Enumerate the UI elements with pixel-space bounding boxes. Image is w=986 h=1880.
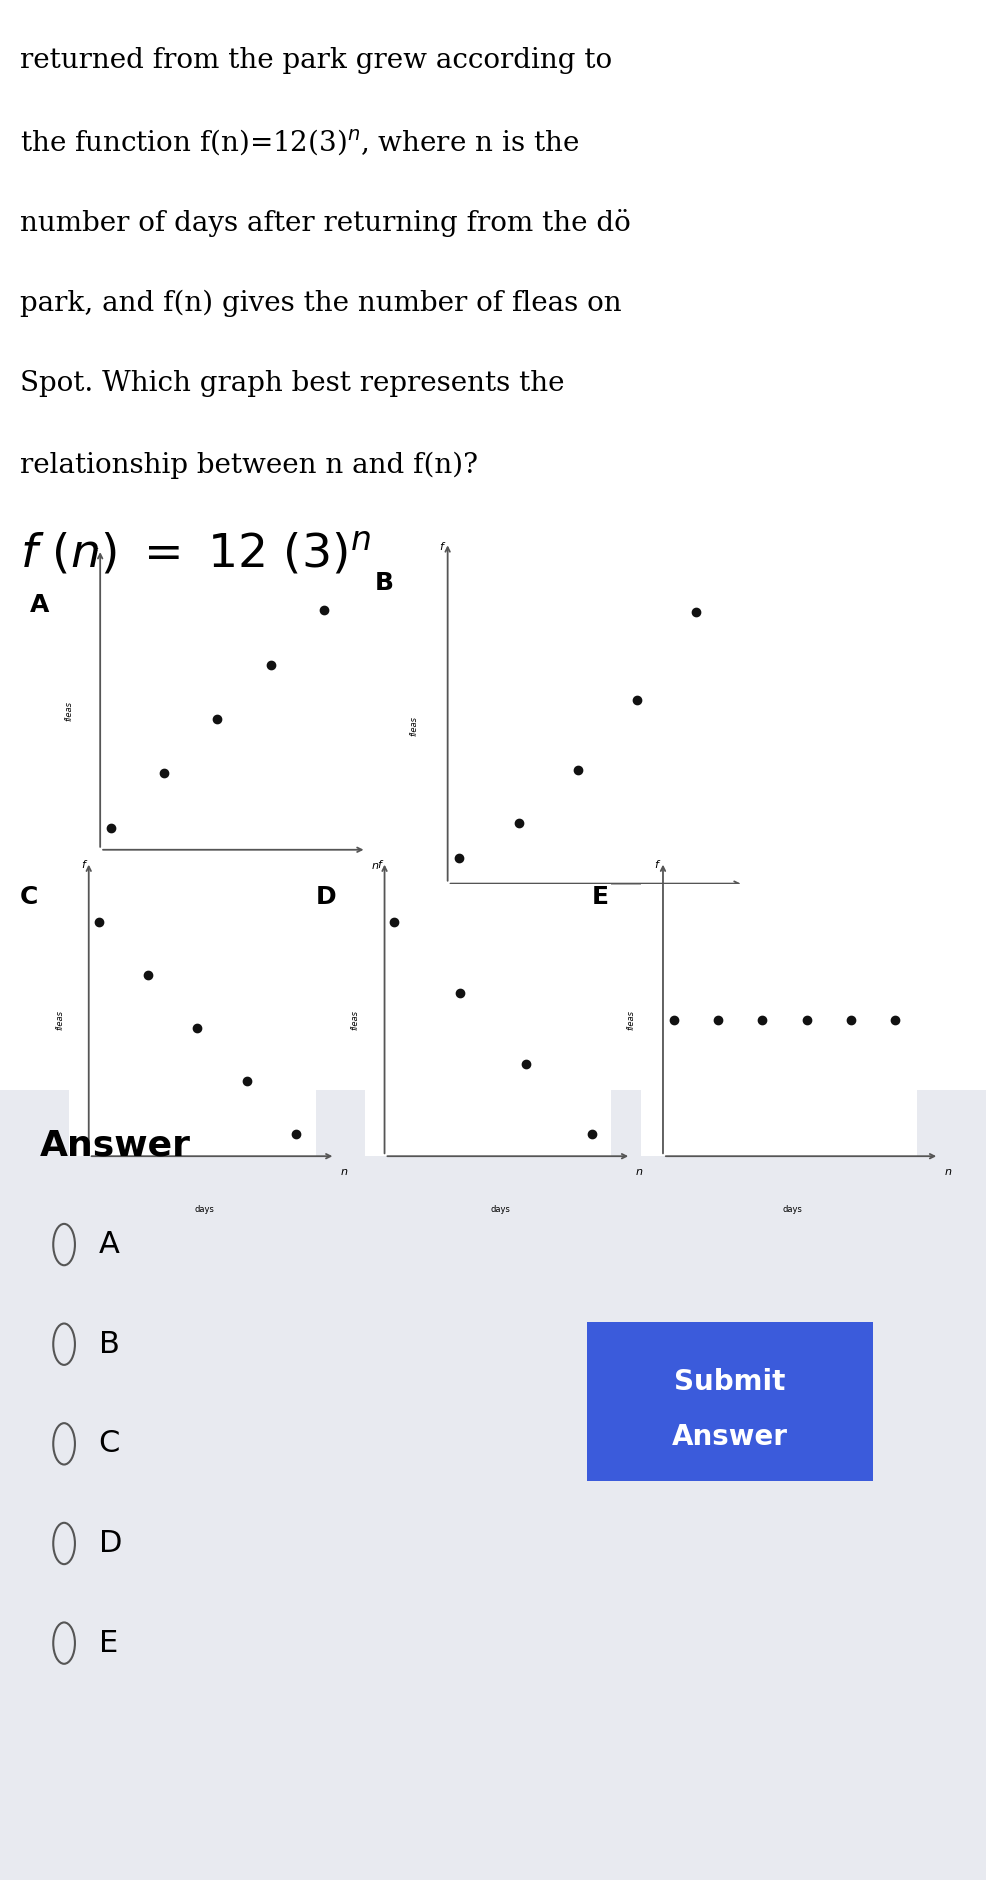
Text: returned from the park grew according to: returned from the park grew according to (20, 47, 612, 73)
Text: days: days (215, 901, 236, 908)
Text: E: E (99, 1628, 118, 1658)
Text: Spot. Which graph best represents the: Spot. Which graph best represents the (20, 370, 564, 397)
Text: A: A (30, 594, 49, 617)
Text: n: n (636, 1167, 643, 1177)
Text: days: days (490, 1205, 511, 1214)
Text: days: days (194, 1205, 215, 1214)
Text: D: D (316, 885, 336, 908)
Text: B: B (375, 572, 393, 594)
Text: days: days (783, 1205, 803, 1214)
Text: number of days after returning from the dö: number of days after returning from the … (20, 209, 630, 237)
Text: E: E (592, 885, 608, 908)
Text: n: n (749, 897, 756, 906)
Text: the function f(n)=12(3)$^n$, where n is the: the function f(n)=12(3)$^n$, where n is … (20, 128, 579, 158)
Text: f: f (93, 547, 96, 558)
Text: f: f (377, 859, 381, 870)
Text: fleas: fleas (55, 1010, 64, 1030)
Text: n: n (340, 1167, 347, 1177)
Text: fleas: fleas (626, 1010, 635, 1030)
Text: C: C (20, 885, 38, 908)
Text: fleas: fleas (64, 701, 74, 720)
Text: $f\ (n)\ =\ 12\ (3)^{n}$: $f\ (n)\ =\ 12\ (3)^{n}$ (20, 530, 371, 577)
Text: Answer: Answer (39, 1128, 190, 1162)
Text: D: D (99, 1528, 122, 1559)
Text: B: B (99, 1329, 119, 1359)
Text: f: f (439, 541, 443, 553)
Text: park, and f(n) gives the number of fleas on: park, and f(n) gives the number of fleas… (20, 290, 621, 318)
Text: n: n (372, 861, 379, 870)
Text: f: f (655, 859, 659, 870)
Text: days: days (577, 940, 597, 949)
Text: relationship between n and f(n)?: relationship between n and f(n)? (20, 451, 478, 479)
Text: f: f (82, 859, 85, 870)
Text: Answer: Answer (671, 1423, 788, 1451)
Text: n: n (945, 1167, 951, 1177)
Text: A: A (99, 1230, 119, 1260)
Text: Submit: Submit (674, 1369, 785, 1397)
Text: C: C (99, 1429, 120, 1459)
Text: fleas: fleas (351, 1010, 360, 1030)
Text: fleas: fleas (409, 716, 418, 735)
